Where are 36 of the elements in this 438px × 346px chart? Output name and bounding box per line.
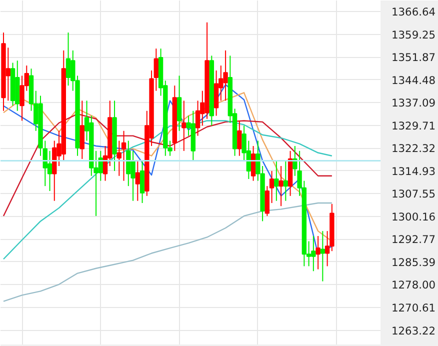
y-tick-label: 1292.77 [392, 233, 436, 246]
candlestick [269, 170, 274, 204]
y-tick-label: 1270.61 [392, 301, 436, 314]
y-tick-label: 1278.00 [392, 278, 436, 292]
candlestick [237, 120, 242, 156]
candlestick [135, 160, 140, 202]
candlestick [176, 75, 182, 132]
candlestick [274, 160, 279, 202]
line-series [2, 120, 333, 260]
candlestick [66, 32, 71, 86]
candlestick [121, 130, 126, 182]
y-tick-label: 1351.87 [392, 51, 436, 64]
candlestick [116, 140, 122, 176]
candlestick [140, 160, 145, 204]
candlestick [278, 166, 284, 207]
y-tick-label: 1337.09 [392, 96, 436, 110]
y-tick-label: 1285.39 [392, 256, 436, 269]
y-tick-label: 1307.55 [392, 188, 436, 201]
y-tick-label: 1314.93 [392, 164, 436, 178]
candlestick [316, 236, 320, 270]
y-tick-label: 1366.64 [392, 5, 436, 18]
y-tick-label: 1300.16 [392, 210, 436, 224]
candlestick [264, 186, 270, 216]
candlestick [182, 100, 186, 152]
line-series [2, 113, 333, 217]
y-tick-label: 1329.71 [392, 119, 436, 132]
candlestick [283, 160, 288, 202]
y-tick-label: 1344.48 [392, 74, 436, 87]
candlestick [47, 150, 52, 192]
candlestick [250, 145, 256, 182]
y-tick-label: 1359.25 [392, 28, 436, 42]
candlestick [80, 100, 84, 160]
line-series [2, 202, 333, 302]
y-tick-label: 1263.22 [392, 324, 436, 338]
candlestick [320, 230, 326, 282]
y-tick-label: 1322.32 [392, 142, 436, 156]
